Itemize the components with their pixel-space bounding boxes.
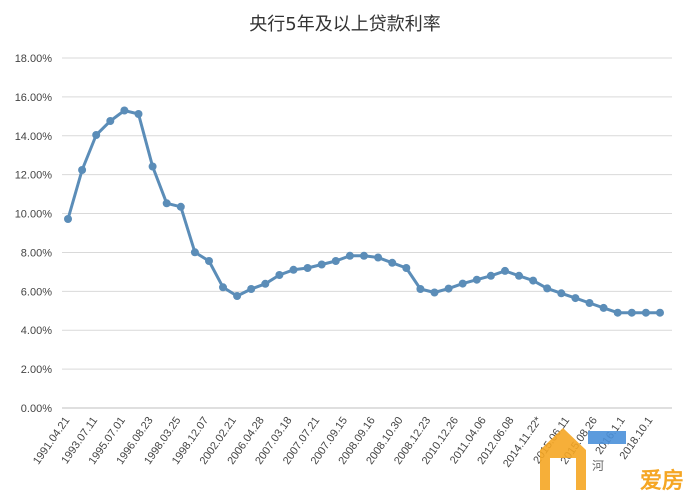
data-point [613,308,622,317]
y-tick-label: 14.00% [15,131,53,143]
watermark: 河 爱房 [540,428,684,494]
data-point [656,308,664,317]
data-point [515,271,523,280]
watermark-text: 河 [592,459,604,473]
data-point [557,289,566,298]
data-point [374,253,383,262]
y-tick-label: 2.00% [21,364,52,376]
data-point [331,257,340,265]
data-point [458,279,467,288]
data-point [106,117,115,125]
data-point [64,215,72,223]
house-logo-icon [540,428,586,490]
data-point [261,279,270,288]
data-point [416,285,425,293]
data-point [233,292,242,300]
chart-title: 央行5年及以上贷款利率 [249,14,440,35]
y-tick-label: 10.00% [15,209,53,221]
y-tick-label: 18.00% [15,53,53,65]
y-tick-label: 4.00% [21,325,52,337]
y-tick-label: 0.00% [21,403,52,415]
data-point [148,162,157,171]
data-point [641,308,650,317]
data-point [501,266,509,275]
data-point [402,264,411,272]
y-tick-label: 8.00% [21,247,52,259]
watermark-badge [588,431,626,444]
data-point [388,258,397,267]
data-point [627,308,636,317]
data-point [162,199,171,208]
data-point [78,166,87,174]
data-point [289,265,298,274]
data-point [543,284,552,293]
data-point [190,248,199,257]
data-point [205,257,213,265]
data-point [529,276,538,285]
data-point [599,303,608,312]
series-line [66,109,660,315]
data-point [486,271,495,280]
data-point [275,271,284,279]
data-point [472,275,481,284]
data-point [176,202,185,211]
data-point [360,251,368,260]
data-point [247,285,256,293]
data-point [444,284,453,293]
data-point [317,260,326,269]
data-point [120,106,129,115]
data-point [585,299,594,307]
series-points [64,106,664,317]
y-tick-label: 16.00% [15,92,53,104]
y-tick-label: 12.00% [15,170,53,182]
data-point [219,283,227,292]
watermark-logo-text: 爱房 [640,468,684,494]
data-point [92,131,101,139]
data-point [345,251,354,260]
data-point [134,110,143,118]
y-tick-label: 6.00% [21,286,52,298]
y-axis: 0.00% 2.00% 4.00% 6.00% 8.00% 10.00% 12.00% 14.… [15,53,53,415]
data-point [571,294,580,303]
data-point [303,264,312,272]
grid [62,57,672,409]
data-point [430,288,439,297]
